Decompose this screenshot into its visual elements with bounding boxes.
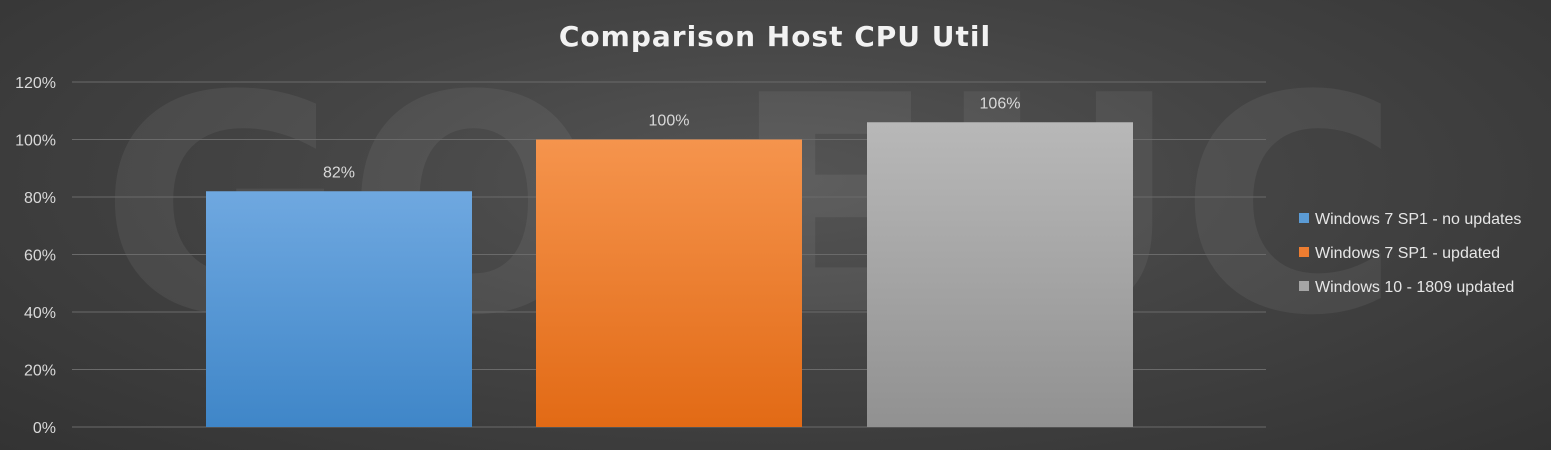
data-labels: 82% 100% 106%	[323, 95, 1020, 181]
y-tick-label: 60%	[24, 248, 56, 265]
legend-swatch	[1299, 213, 1309, 223]
legend-label: Windows 10 - 1809 updated	[1315, 279, 1514, 296]
y-axis-tick-labels: 0% 20% 40% 60% 80% 100% 120%	[15, 75, 56, 437]
bar	[867, 122, 1133, 427]
bar	[536, 139, 802, 427]
legend-swatch	[1299, 281, 1309, 291]
y-tick-label: 100%	[15, 133, 56, 150]
data-label: 82%	[323, 164, 355, 181]
chart-title: Comparison Host CPU Util	[559, 20, 991, 53]
legend-label: Windows 7 SP1 - no updates	[1315, 211, 1521, 228]
y-tick-label: 80%	[24, 190, 56, 207]
data-label: 100%	[649, 113, 690, 130]
data-label: 106%	[980, 95, 1021, 112]
legend-label: Windows 7 SP1 - updated	[1315, 245, 1500, 262]
y-tick-label: 40%	[24, 305, 56, 322]
y-tick-label: 120%	[15, 75, 56, 92]
bar	[206, 191, 472, 427]
legend-swatch	[1299, 247, 1309, 257]
bars	[206, 122, 1133, 427]
legend: Windows 7 SP1 - no updates Windows 7 SP1 …	[1299, 211, 1521, 296]
y-tick-label: 20%	[24, 363, 56, 380]
y-tick-label: 0%	[33, 420, 56, 437]
